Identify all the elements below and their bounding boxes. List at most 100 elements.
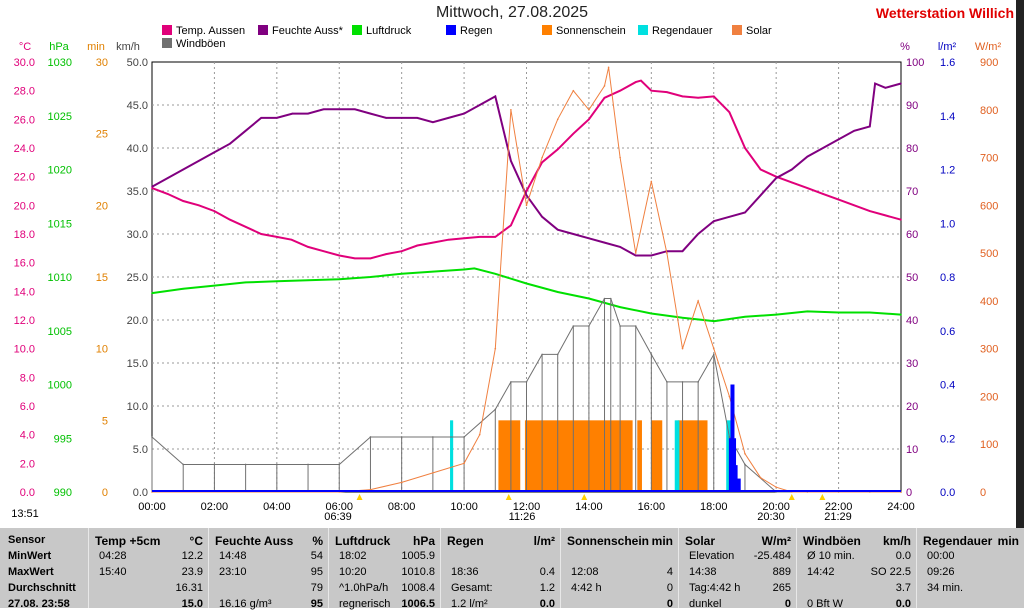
table-col-header: Regendauer (923, 534, 993, 548)
table-col-header: Solar (685, 534, 716, 548)
kmh-tick: 5.0 (133, 444, 148, 456)
table-cell-value: 265 (772, 582, 791, 594)
min-tick: 15 (96, 272, 108, 284)
hpa-tick: 1020 (48, 165, 72, 177)
table-cell-value: 0.0 (539, 598, 555, 610)
feuchte-line-point (868, 125, 871, 128)
table-col: Temp +5cm °C 04:28 12.2 15:40 23.9 16.31 15.0 (88, 528, 209, 610)
solar-line-point (463, 462, 465, 465)
luftdruck-line-point (244, 281, 247, 284)
temp-line-point (712, 95, 715, 98)
legend-label: Regendauer (652, 25, 713, 37)
windboen-line (151, 298, 901, 493)
table-col-header: Luftdruck (335, 534, 391, 548)
windboen-line-point (151, 436, 153, 438)
table-col-unit: W/m² (761, 534, 791, 548)
table-col: Windböen km/h Ø 10 min. 0.0 14:42 SO 22.5 3.7 0… (796, 528, 917, 610)
table-col-unit: l/m² (533, 534, 555, 548)
time-marker (505, 494, 512, 500)
temp-tick: 16.0 (14, 258, 35, 270)
feuchte-line-point (260, 117, 263, 119)
feuchte-line-point (229, 142, 231, 145)
temp-line-point (385, 253, 387, 255)
row-label-max: MaxWert (8, 566, 54, 578)
time-marker-label: 11:26 (509, 511, 536, 523)
luftdruck-line-point (473, 267, 476, 270)
table-cell-label: 14:38 (689, 566, 717, 578)
x-tick-label: 22:00 (825, 501, 853, 513)
table-col: Sonnenschein min 12:08 4 4:42 h 0 0 (560, 528, 679, 610)
station-name[interactable]: Wetterstation Willich (875, 5, 1014, 21)
feuchte-line-point (525, 194, 528, 197)
feuchte-line-point (447, 117, 450, 119)
feuchte-line-point (556, 228, 559, 231)
temp-line-point (900, 218, 902, 221)
temp-line-point (463, 237, 465, 240)
table-cell-label: 16.16 g/m³ (219, 598, 272, 610)
feuchte-line-point (463, 112, 465, 115)
windboen-line-point (510, 381, 512, 383)
x-tick-label: 08:00 (388, 501, 416, 513)
x-tick-label: 16:00 (638, 501, 666, 513)
legend-swatch (162, 25, 172, 35)
table-cell-value: 4 (666, 566, 673, 578)
temp-line-point (213, 210, 216, 212)
kmh-tick: 0.0 (133, 487, 148, 499)
feuchte-line-point (322, 108, 325, 111)
scrollbar[interactable] (1016, 0, 1024, 528)
windboen-line-point (463, 436, 465, 438)
hpa-tick: 1010 (48, 272, 72, 284)
legend-swatch (638, 25, 648, 35)
feuchte-line-point (853, 130, 855, 132)
feuchte-line-point (588, 237, 590, 240)
table-col-header: Temp +5cm (95, 534, 161, 548)
temp-line-point (525, 190, 528, 192)
luftdruck-line-point (806, 310, 809, 313)
solar-line-point (603, 85, 606, 87)
table-cell-label: 12:08 (571, 566, 599, 578)
temp-line-point (338, 254, 341, 257)
temp-line-point (322, 250, 325, 252)
windboen-line-point (650, 353, 653, 356)
temp-line-point (354, 257, 356, 260)
table-col-unit: min (997, 534, 1019, 548)
luftdruck-line-point (650, 312, 653, 315)
axis-unit-label: W/m² (975, 41, 1002, 53)
solar-line-point (541, 156, 543, 159)
luftdruck-line-point (307, 279, 309, 282)
time-marker (788, 494, 795, 500)
table-cell-value: 1006.5 (401, 598, 435, 610)
temp-tick: 6.0 (20, 401, 35, 413)
table-cell-label: 0 Bft W (807, 598, 844, 610)
table-col-header: Regen (447, 534, 484, 548)
windboen-line-point (276, 463, 278, 466)
lm2-tick: 1.0 (940, 218, 955, 230)
hpa-tick: 1025 (48, 111, 72, 123)
feuchte-line-point (790, 168, 793, 171)
pct-tick: 50 (906, 272, 918, 284)
table-cell-value: SO 22.5 (870, 566, 911, 578)
x-tick-label: 14:00 (575, 501, 603, 513)
table-cell-label: 18:36 (451, 566, 479, 578)
x-tick-label: 04:00 (263, 501, 291, 513)
table-col: Luftdruck hPa 18:02 1005.9 10:20 1010.8 ^1.0hP… (328, 528, 441, 610)
time-marker-label: 20:30 (757, 511, 785, 523)
wm2-tick: 600 (980, 200, 998, 212)
feuchte-line-point (338, 108, 341, 111)
table-cell-value: 1008.4 (401, 582, 435, 594)
regendauer-block (674, 420, 680, 492)
feuchte-line-point (603, 241, 606, 244)
temp-line-point (572, 132, 575, 135)
table-cell-label: 04:28 (99, 550, 127, 562)
table-cell-value: 0 (784, 598, 791, 610)
feuchte-line-point (494, 95, 497, 98)
x-tick-label: 10:00 (450, 501, 478, 513)
luftdruck-line-point (151, 292, 153, 294)
x-tick-label: 12:00 (513, 501, 541, 513)
feuchte-line-point (634, 254, 637, 257)
table-col-unit: min (651, 534, 673, 548)
chart-title: Mittwoch, 27.08.2025 (435, 4, 589, 21)
temp-line-point (369, 257, 372, 260)
luftdruck-line-point (775, 313, 777, 316)
feuchte-line-point (307, 112, 309, 115)
